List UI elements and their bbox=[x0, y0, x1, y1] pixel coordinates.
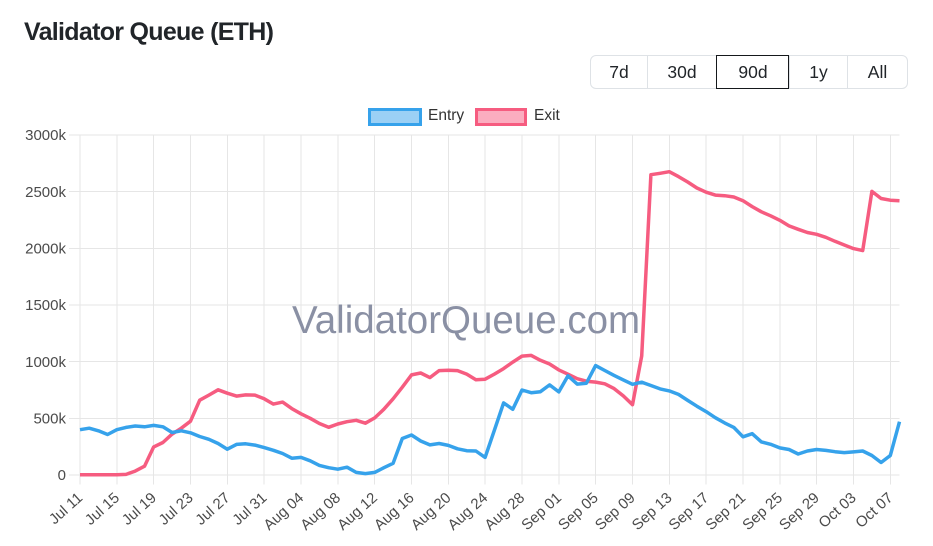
svg-text:Aug 08: Aug 08 bbox=[297, 489, 344, 533]
svg-text:Sep 29: Sep 29 bbox=[776, 489, 823, 533]
svg-text:Oct 03: Oct 03 bbox=[815, 489, 859, 531]
svg-text:Oct 07: Oct 07 bbox=[852, 489, 896, 531]
svg-text:2000k: 2000k bbox=[25, 241, 66, 258]
svg-text:Aug 20: Aug 20 bbox=[408, 489, 455, 533]
svg-text:Sep 25: Sep 25 bbox=[739, 489, 786, 533]
svg-text:Aug 24: Aug 24 bbox=[445, 489, 492, 533]
svg-text:Sep 17: Sep 17 bbox=[666, 489, 713, 533]
svg-text:Jul 19: Jul 19 bbox=[119, 489, 160, 528]
svg-text:Aug 16: Aug 16 bbox=[371, 489, 418, 533]
svg-text:Jul 27: Jul 27 bbox=[192, 489, 233, 528]
svg-text:Aug 28: Aug 28 bbox=[481, 489, 528, 533]
svg-text:Jul 11: Jul 11 bbox=[46, 489, 86, 528]
svg-text:Jul 15: Jul 15 bbox=[82, 489, 123, 528]
svg-text:Sep 05: Sep 05 bbox=[555, 489, 602, 533]
svg-text:Sep 13: Sep 13 bbox=[629, 489, 676, 533]
svg-text:Jul 23: Jul 23 bbox=[156, 489, 197, 528]
svg-text:3000k: 3000k bbox=[25, 127, 66, 144]
svg-text:500k: 500k bbox=[33, 411, 66, 428]
svg-text:ValidatorQueue.com: ValidatorQueue.com bbox=[292, 299, 640, 342]
svg-text:Aug 12: Aug 12 bbox=[334, 489, 381, 533]
svg-text:0: 0 bbox=[58, 467, 66, 484]
svg-text:Sep 21: Sep 21 bbox=[702, 489, 749, 533]
svg-text:2500k: 2500k bbox=[25, 184, 66, 201]
svg-text:1000k: 1000k bbox=[25, 354, 66, 371]
svg-text:Sep 09: Sep 09 bbox=[592, 489, 639, 533]
svg-text:Aug 04: Aug 04 bbox=[260, 489, 307, 533]
svg-text:Sep 01: Sep 01 bbox=[518, 489, 565, 533]
svg-text:1500k: 1500k bbox=[25, 297, 66, 314]
